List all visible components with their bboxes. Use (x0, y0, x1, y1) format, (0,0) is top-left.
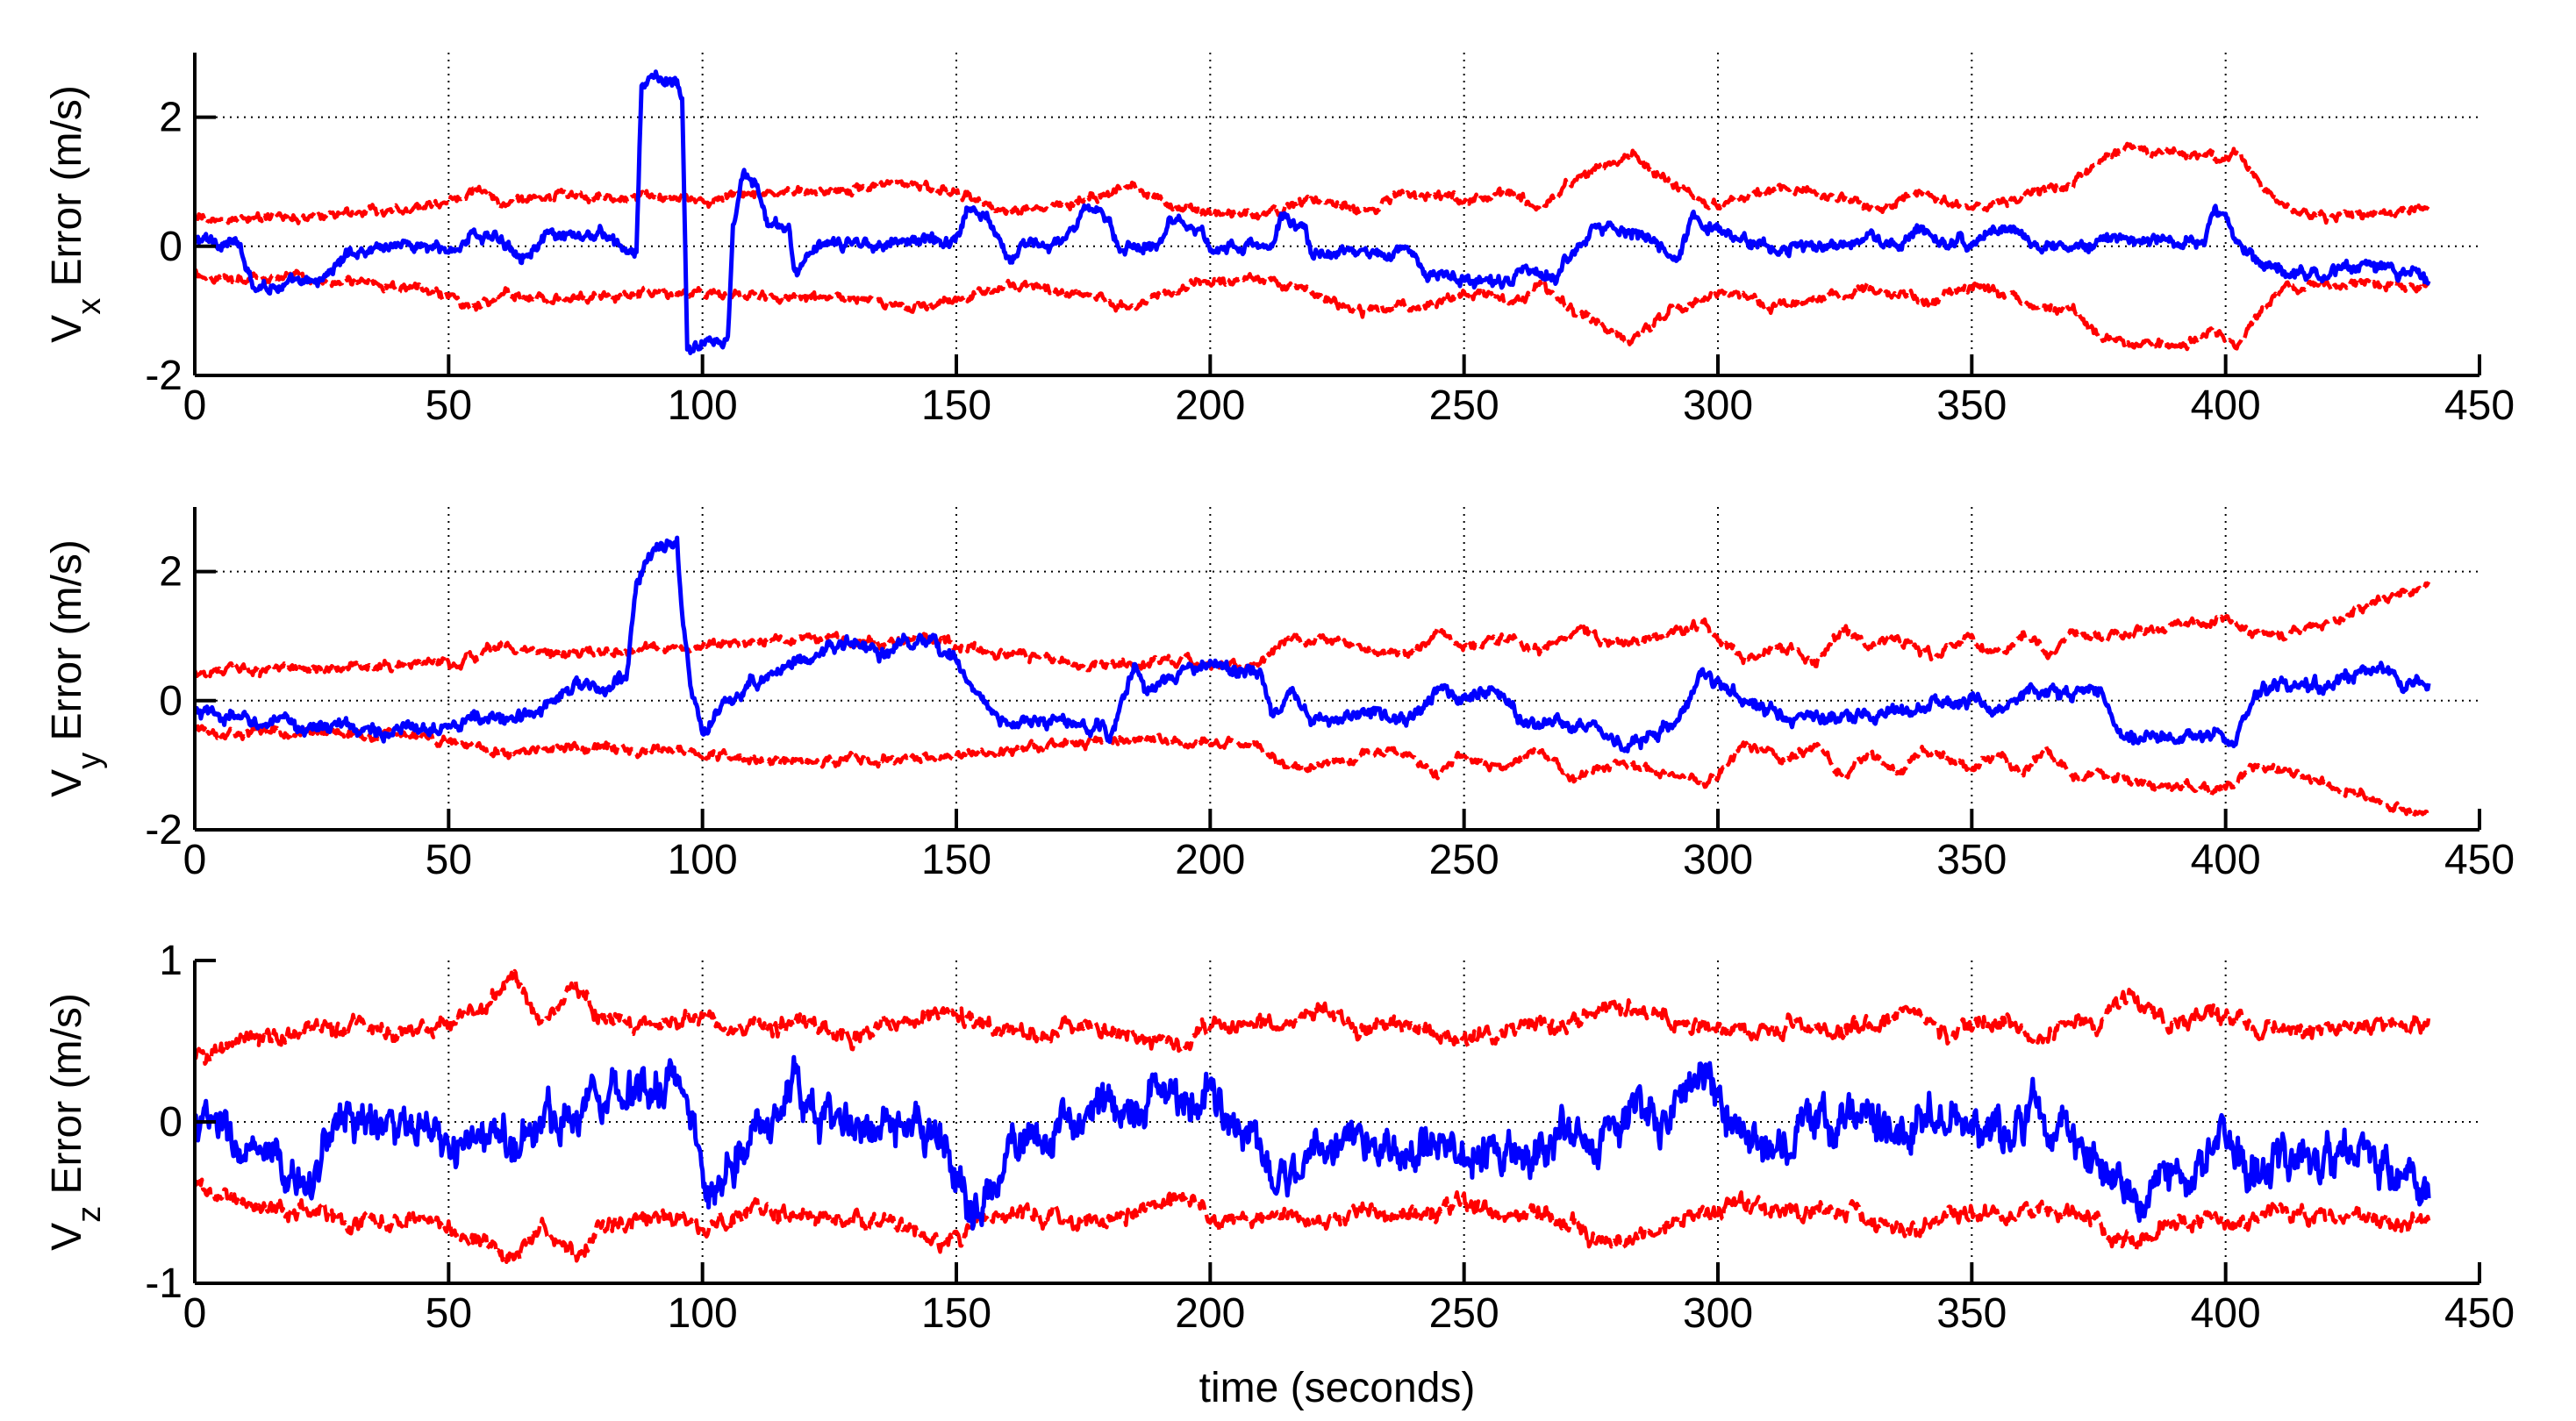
y-axis-label-main: V (44, 769, 90, 797)
series-lower-bound (195, 1177, 2431, 1265)
y-tick-label: -2 (145, 807, 182, 853)
x-tick-label: 400 (2191, 837, 2261, 883)
y-axis-label-subscript: z (71, 1206, 108, 1223)
x-tick-label: 200 (1175, 1290, 1245, 1337)
x-tick-label: 50 (426, 837, 472, 883)
y-axis-label: Vz Error (m/s) (44, 993, 108, 1251)
x-tick-label: 450 (2444, 1290, 2515, 1337)
x-tick-label: 150 (921, 1290, 991, 1337)
x-tick-label: 250 (1429, 382, 1499, 429)
axes (193, 53, 2479, 377)
x-tick-label: 250 (1429, 837, 1499, 883)
y-tick-label: 1 (159, 938, 182, 984)
axes (193, 507, 2479, 832)
y-tick-label: 0 (159, 1099, 182, 1146)
x-tick-label: 100 (668, 837, 738, 883)
y-tick-label: -2 (145, 353, 182, 399)
y-axis-label-rest: Error (m/s) (44, 993, 90, 1206)
y-axis-label-subscript: x (71, 298, 108, 315)
x-tick-label: 350 (1936, 837, 2007, 883)
x-tick-label: 100 (668, 382, 738, 429)
series-group (195, 69, 2431, 355)
plot-area (195, 53, 2479, 375)
x-tick-label: 100 (668, 1290, 738, 1337)
series-lower-bound (195, 268, 2431, 352)
x-tick-label: 450 (2444, 382, 2515, 429)
y-axis-label-main: V (44, 315, 90, 343)
x-tick-label: 50 (426, 382, 472, 429)
y-axis-label-main: V (44, 1223, 90, 1251)
series-group (195, 535, 2431, 819)
y-axis-label-subscript: y (71, 753, 108, 769)
series-upper-bound (195, 581, 2431, 679)
x-tick-label: 50 (426, 1290, 472, 1337)
x-tick-label: 250 (1429, 1290, 1499, 1337)
series-upper-bound (195, 968, 2431, 1067)
y-tick-label: 2 (159, 549, 182, 596)
y-axis-label: Vy Error (m/s) (44, 539, 108, 797)
x-tick-label: 150 (921, 382, 991, 429)
x-tick-label: 300 (1683, 837, 1753, 883)
y-axis-label-rest: Error (m/s) (44, 539, 90, 753)
y-tick-label: 0 (159, 678, 182, 725)
series-lower-bound (195, 724, 2430, 819)
x-tick-label: 300 (1683, 382, 1753, 429)
y-tick-label: 0 (159, 224, 182, 270)
x-tick-label: 350 (1936, 382, 2007, 429)
x-tick-label: 0 (183, 1290, 207, 1337)
x-tick-label: 0 (183, 837, 207, 883)
x-tick-label: 400 (2191, 382, 2261, 429)
plot-area (195, 507, 2479, 830)
y-axis-label-rest: Error (m/s) (44, 85, 90, 298)
series-velocity-error (195, 1054, 2431, 1231)
x-tick-label: 350 (1936, 1290, 2007, 1337)
series-upper-bound (195, 141, 2430, 225)
series-velocity-error (195, 69, 2431, 355)
x-tick-label: 450 (2444, 837, 2515, 883)
x-axis-label: time (seconds) (1199, 1365, 1476, 1411)
x-tick-label: 200 (1175, 837, 1245, 883)
series-group (195, 968, 2431, 1265)
x-tick-label: 200 (1175, 382, 1245, 429)
x-tick-label: 0 (183, 382, 207, 429)
x-tick-label: 400 (2191, 1290, 2261, 1337)
y-tick-label: 2 (159, 95, 182, 141)
x-tick-label: 300 (1683, 1290, 1753, 1337)
series-velocity-error (195, 535, 2431, 753)
x-tick-label: 150 (921, 837, 991, 883)
y-axis-label: Vx Error (m/s) (44, 85, 108, 343)
y-tick-label: -1 (145, 1260, 182, 1307)
